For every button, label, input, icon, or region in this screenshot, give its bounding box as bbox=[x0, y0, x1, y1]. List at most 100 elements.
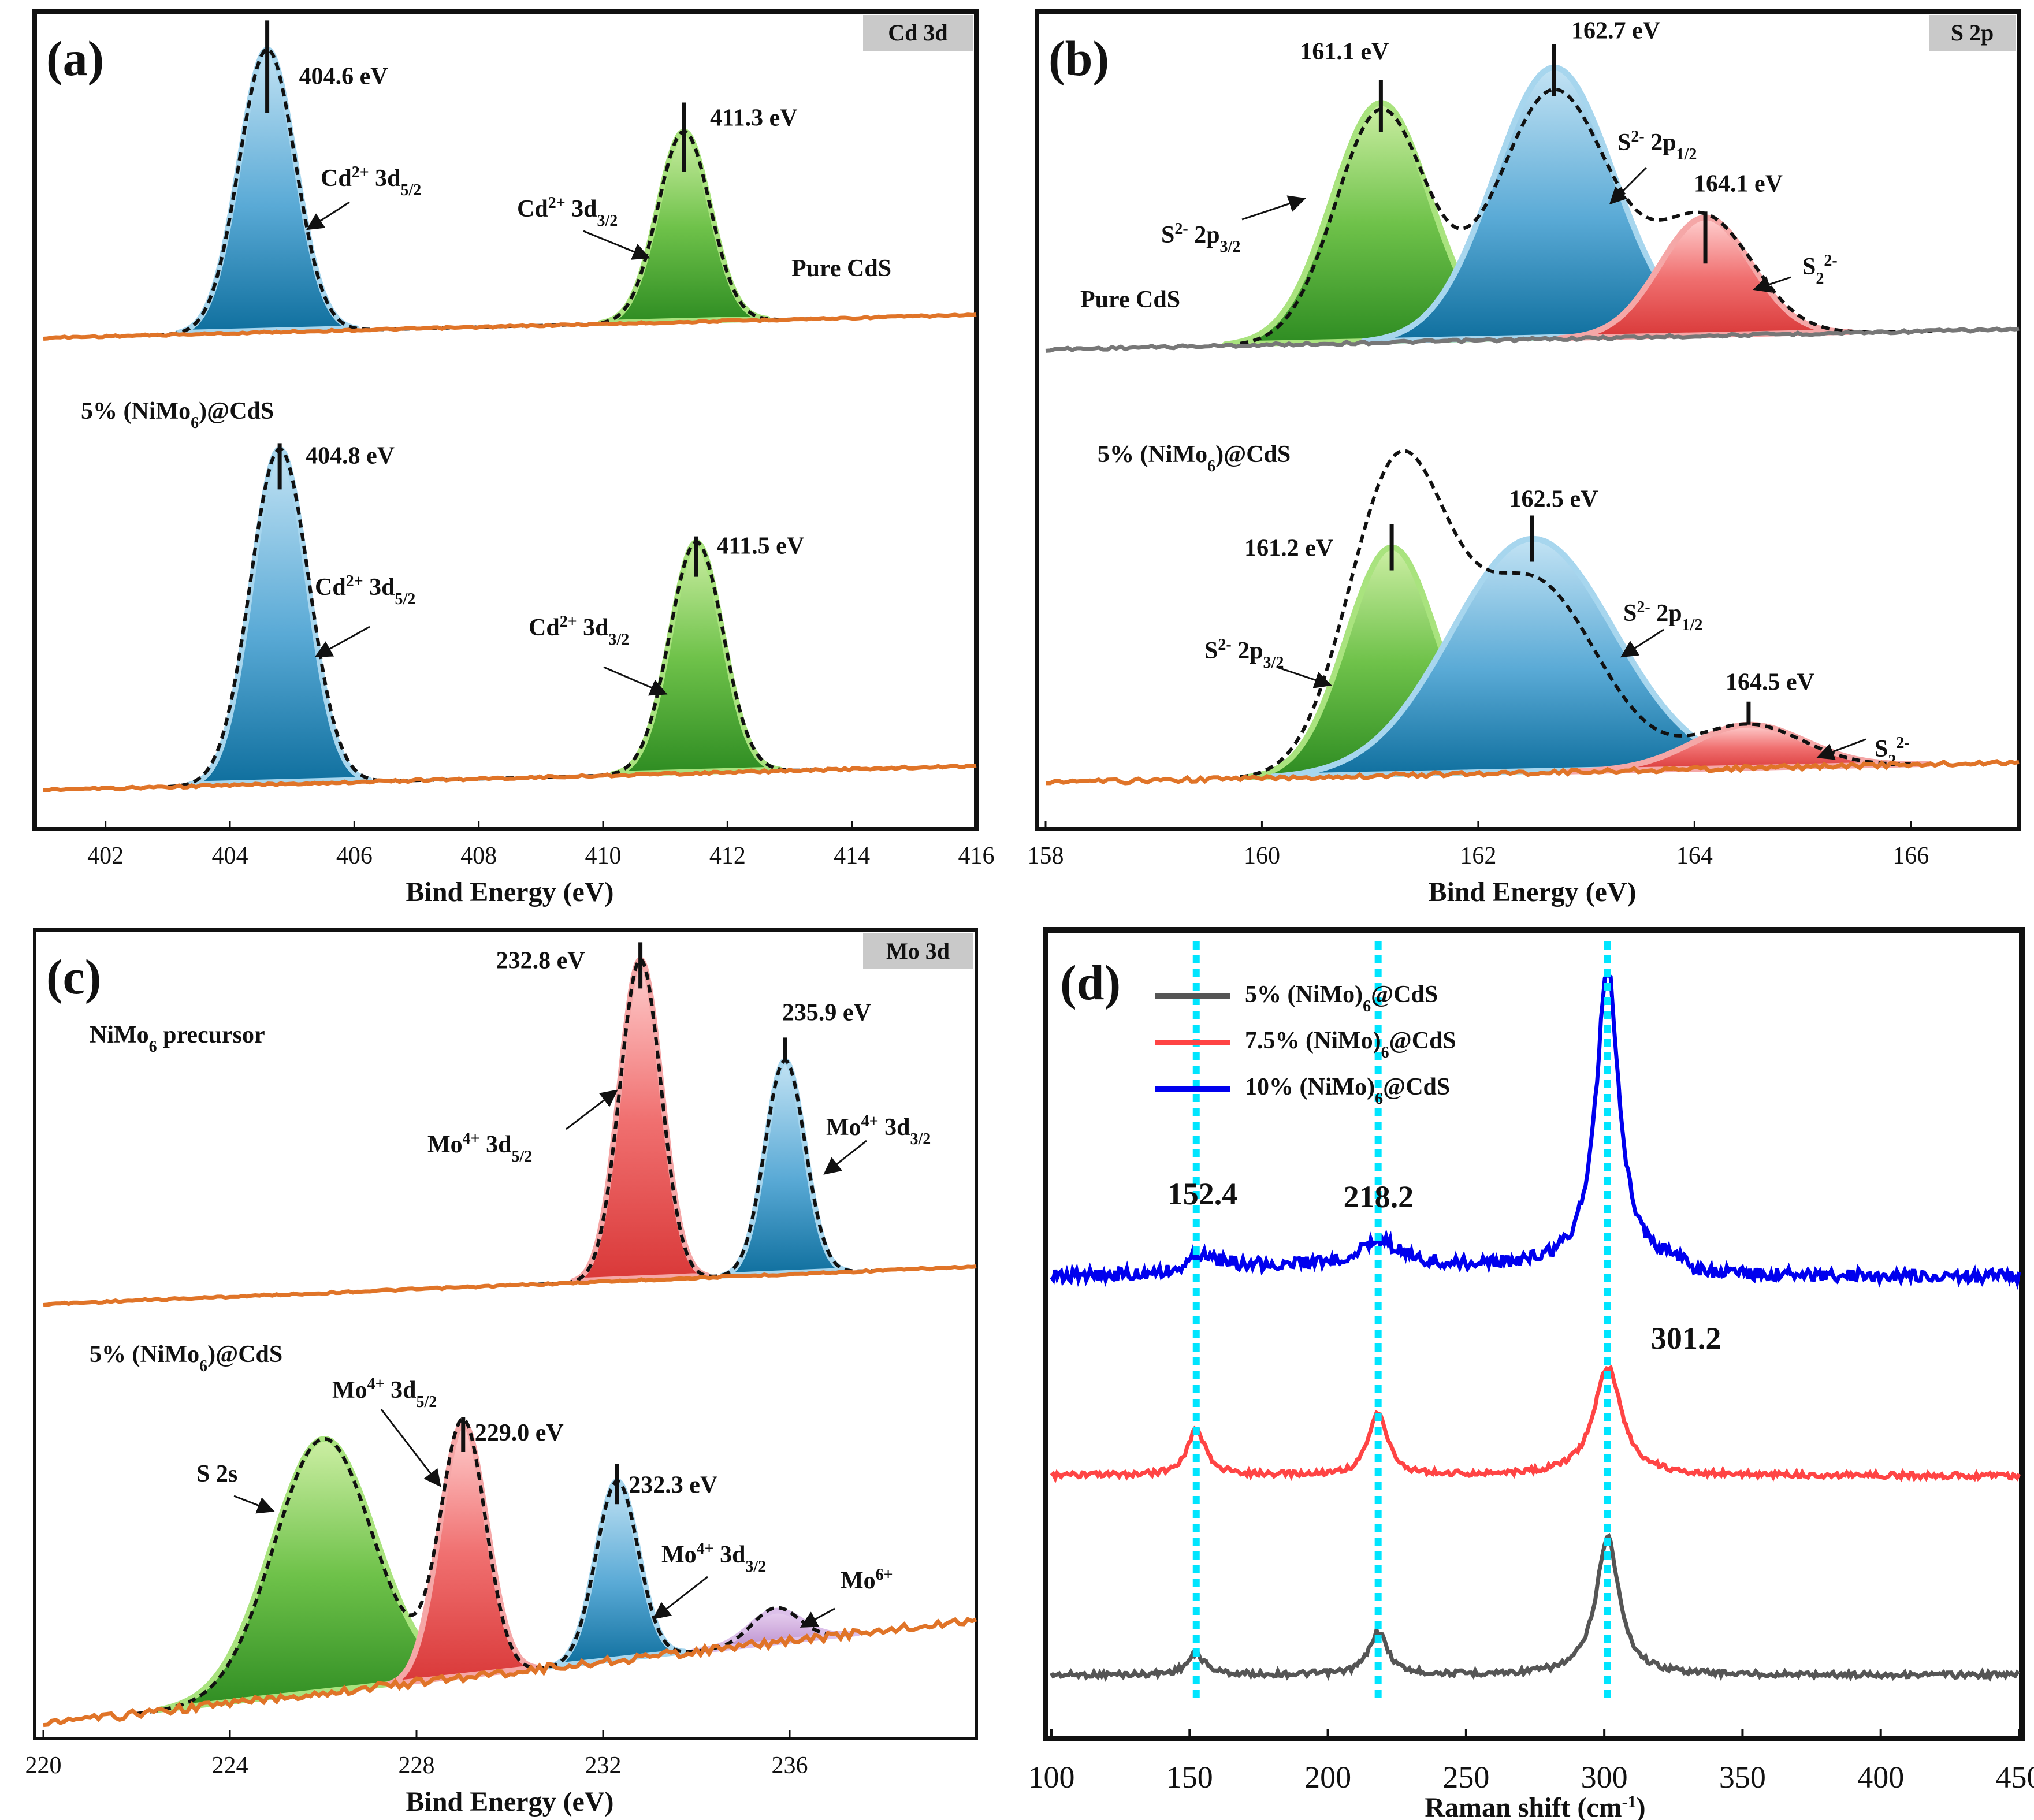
x-tick-label: 402 bbox=[87, 843, 124, 869]
sample-name: Pure CdS bbox=[1080, 286, 1180, 313]
assignment-arrow bbox=[1620, 628, 1664, 658]
peak-energy-label: 411.5 eV bbox=[717, 533, 805, 560]
x-tick-label: 450 bbox=[1996, 1760, 2034, 1795]
panel-label: (b) bbox=[1048, 31, 1109, 86]
sample-name: 5% (NiMo6)@CdS bbox=[1098, 441, 1291, 475]
baseline-curve bbox=[1046, 759, 2020, 786]
x-tick-label: 200 bbox=[1304, 1760, 1351, 1795]
assignment-arrow bbox=[1816, 738, 1866, 760]
peak-area bbox=[187, 446, 373, 787]
panel-c: (c) Mo 3d 220 224 228 232 236 Bind Energy (eV) 2… bbox=[25, 933, 977, 1817]
panel-label: (d) bbox=[1060, 955, 1121, 1010]
peak-energy-label: 164.1 eV bbox=[1694, 170, 1783, 197]
assignment-arrow bbox=[583, 230, 650, 260]
assignment-arrow bbox=[800, 1607, 835, 1628]
x-tick-label: 228 bbox=[399, 1752, 435, 1779]
peak-assignment-label: S 2s bbox=[196, 1461, 237, 1487]
panel-label: (c) bbox=[46, 949, 101, 1004]
peak-assignment-label: Cd2+ 3d3/2 bbox=[529, 613, 629, 649]
x-axis-title: Bind Energy (eV) bbox=[1429, 877, 1637, 907]
assignment-arrow bbox=[1241, 195, 1306, 221]
x-tick-label: 236 bbox=[772, 1752, 808, 1779]
assignment-arrow bbox=[566, 1089, 618, 1130]
panel-d-frame bbox=[1043, 927, 2025, 1741]
raman-series-line bbox=[1049, 1532, 2021, 1683]
panel-label: (a) bbox=[46, 31, 104, 86]
raman-series-line bbox=[1050, 972, 2021, 1290]
legend-label: 5% (NiMo)6@CdS bbox=[1245, 981, 1438, 1015]
sample-0: 161.1 eV S2- 2p3/2 162.7 eV S2- 2p1/2 164.1 … bbox=[1045, 18, 2020, 353]
peak-assignment-label: Mo6+ bbox=[841, 1566, 893, 1595]
assignment-arrow bbox=[1276, 666, 1332, 688]
peak-assignment-label: Cd2+ 3d5/2 bbox=[315, 572, 415, 608]
peak-position-label: 301.2 bbox=[1651, 1321, 1721, 1356]
peak-assignment-label: S2- 2p3/2 bbox=[1204, 636, 1284, 672]
baseline-curve bbox=[1045, 326, 2020, 353]
x-tick-label: 164 bbox=[1676, 843, 1713, 869]
assignment-arrow bbox=[380, 1409, 441, 1487]
panel-a-frame bbox=[32, 9, 979, 831]
legend-label: 10% (NiMo)6@CdS bbox=[1245, 1074, 1450, 1108]
peak-assignment-label: Mo4+ 3d3/2 bbox=[826, 1112, 931, 1148]
peak-position-label: 152.4 bbox=[1167, 1177, 1238, 1211]
peak-assignment-label: S22- bbox=[1802, 252, 1838, 288]
x-tick-label: 404 bbox=[212, 843, 248, 869]
peak-assignment-label: S2- 2p3/2 bbox=[1161, 220, 1240, 256]
baseline-curve bbox=[43, 1617, 977, 1728]
peak-area bbox=[546, 1478, 687, 1670]
x-axis-title: Bind Energy (eV) bbox=[406, 877, 614, 907]
assignment-arrow bbox=[233, 1495, 275, 1514]
sample-0: 404.6 eV Cd2+ 3d5/2 411.3 eV Cd2+ 3d3/2 Pure… bbox=[43, 20, 977, 341]
peak-assignment-label: S2- 2p1/2 bbox=[1623, 598, 1702, 634]
peak-assignment-label: S2- 2p1/2 bbox=[1617, 128, 1697, 163]
sample-name: Pure CdS bbox=[791, 255, 891, 282]
sample-1: S 2s 229.0 eV Mo4+ 3d5/2 232.3 eV Mo4+ 3d3/2… bbox=[43, 1341, 977, 1728]
panel-b: (b) S 2p 158 160 162 164 166 Bind Energy (eV) 16… bbox=[1028, 15, 2020, 907]
panel-tag: S 2p bbox=[1951, 20, 1994, 46]
peak-energy-label: 232.3 eV bbox=[629, 1472, 717, 1498]
assignment-arrow bbox=[314, 626, 370, 657]
x-tick-label: 158 bbox=[1028, 843, 1064, 869]
peak-assignment-label: Cd2+ 3d5/2 bbox=[321, 163, 421, 199]
x-tick-label: 250 bbox=[1442, 1760, 1489, 1795]
sample-1: 404.8 eV Cd2+ 3d5/2 411.5 eV Cd2+ 3d3/2 5% (… bbox=[43, 398, 977, 792]
x-tick-label: 414 bbox=[834, 843, 870, 869]
assignment-arrow bbox=[603, 666, 668, 696]
x-tick-label: 150 bbox=[1166, 1760, 1213, 1795]
peak-energy-label: 162.5 eV bbox=[1509, 486, 1598, 513]
assignment-arrow bbox=[306, 201, 350, 230]
panel-tag-box bbox=[1929, 15, 2016, 51]
x-axis-title: Raman shift (cm-1) bbox=[1425, 1792, 1645, 1820]
panel-tag: Mo 3d bbox=[886, 938, 950, 964]
peak-energy-label: 161.2 eV bbox=[1244, 535, 1333, 562]
assignment-arrow bbox=[823, 1140, 867, 1175]
x-tick-label: 160 bbox=[1244, 843, 1280, 869]
x-tick-label: 220 bbox=[25, 1752, 62, 1779]
peak-area bbox=[719, 1058, 851, 1279]
assignment-arrow bbox=[1753, 276, 1791, 293]
baseline-curve bbox=[43, 312, 977, 341]
raman-series-line bbox=[1050, 1364, 2021, 1484]
envelope-curve bbox=[1240, 449, 1911, 779]
x-tick-label: 412 bbox=[709, 843, 746, 869]
sample-0: 232.8 eV Mo4+ 3d5/2 235.9 eV Mo4+ 3d3/2 NiMo… bbox=[43, 942, 977, 1307]
sample-name: 5% (NiMo6)@CdS bbox=[90, 1341, 282, 1375]
x-tick-label: 350 bbox=[1719, 1760, 1766, 1795]
x-tick-label: 300 bbox=[1581, 1760, 1628, 1795]
sample-name: NiMo6 precursor bbox=[90, 1022, 265, 1056]
peak-energy-label: 162.7 eV bbox=[1571, 18, 1660, 44]
peak-energy-label: 235.9 eV bbox=[782, 999, 871, 1026]
x-tick-label: 232 bbox=[585, 1752, 622, 1779]
peak-area bbox=[570, 956, 711, 1284]
envelope-curve bbox=[1240, 87, 1933, 345]
peak-assignment-label: Mo4+ 3d5/2 bbox=[427, 1130, 532, 1166]
sample-name: 5% (NiMo6)@CdS bbox=[81, 398, 274, 432]
peak-energy-label: 404.6 eV bbox=[299, 63, 388, 90]
x-tick-label: 410 bbox=[585, 843, 622, 869]
panel-tag-box bbox=[863, 15, 973, 51]
assignment-arrow bbox=[1609, 166, 1648, 205]
panel-c-frame bbox=[33, 928, 978, 1740]
x-tick-label: 416 bbox=[958, 843, 995, 869]
x-tick-label: 400 bbox=[1857, 1760, 1904, 1795]
panel-tag: Cd 3d bbox=[888, 20, 947, 46]
